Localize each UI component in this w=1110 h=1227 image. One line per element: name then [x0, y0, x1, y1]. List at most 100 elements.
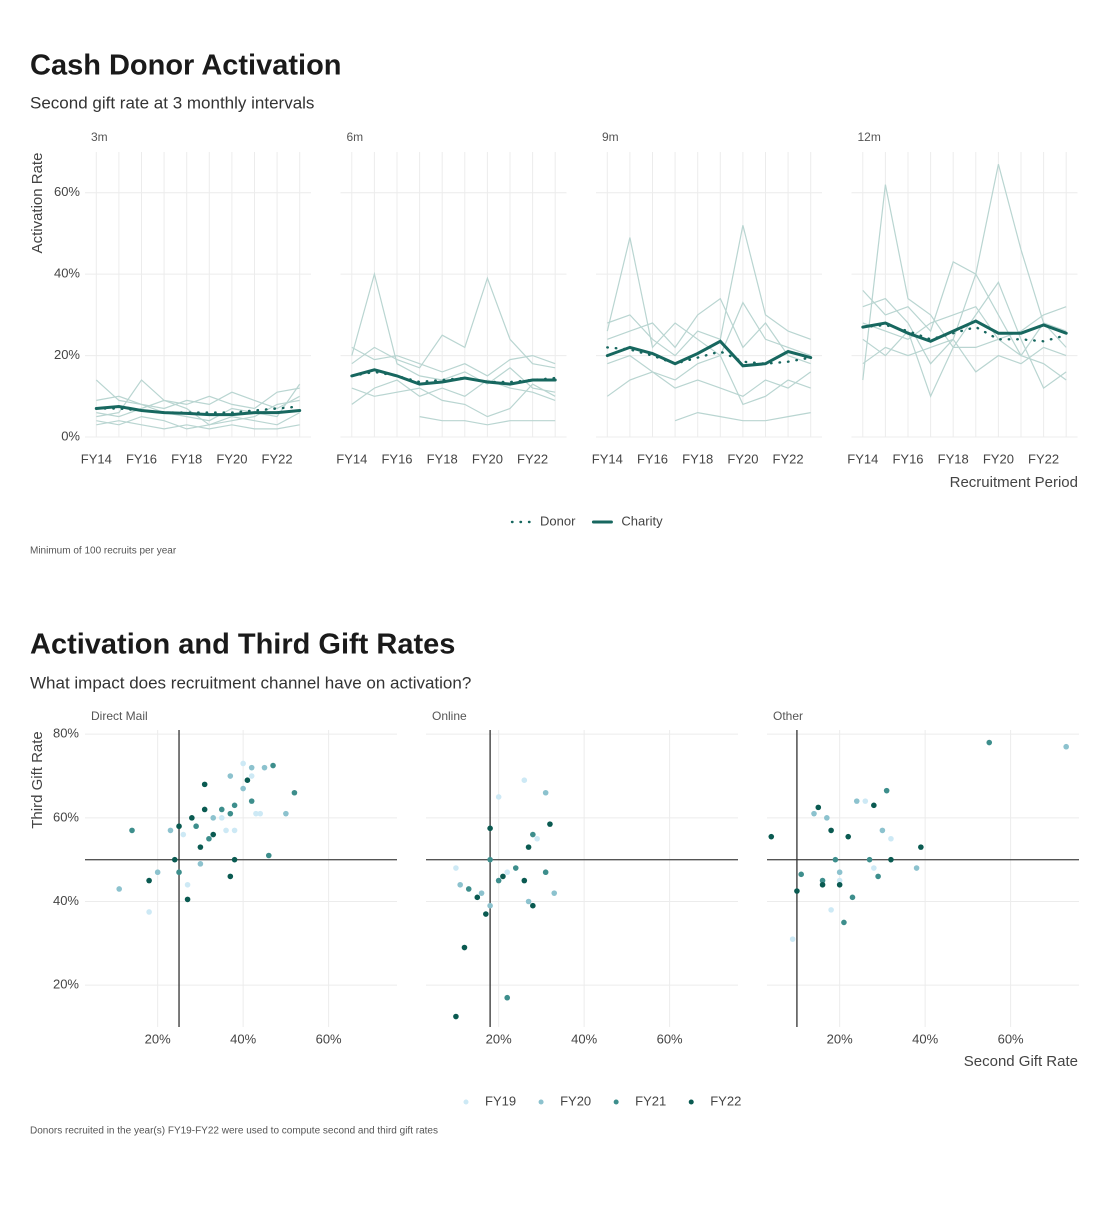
x-tick-label: FY20	[472, 451, 503, 466]
x-tick-label: 40%	[571, 1031, 597, 1046]
facet-label: 3m	[91, 130, 108, 144]
point	[240, 760, 246, 767]
series-line	[94, 404, 302, 417]
point	[913, 865, 920, 871]
point	[836, 869, 843, 876]
point	[828, 827, 834, 834]
y-tick-label: 60%	[53, 809, 79, 824]
point	[819, 877, 826, 884]
x-tick-label: FY18	[171, 451, 202, 466]
charity-line	[96, 391, 300, 410]
point	[547, 821, 553, 827]
point	[270, 762, 276, 769]
point	[815, 804, 822, 811]
point	[210, 831, 217, 838]
point	[849, 894, 856, 901]
series-line	[606, 346, 812, 365]
legend-swatch	[463, 1099, 469, 1105]
x-tick-label: 20%	[486, 1031, 512, 1046]
x-tick-label: FY16	[637, 451, 668, 466]
x-tick-label: FY22	[517, 451, 548, 466]
charity-line	[862, 338, 1067, 373]
point	[862, 798, 869, 804]
point	[167, 827, 174, 834]
x-tick-label: 20%	[145, 1031, 171, 1046]
legend-label: FY22	[710, 1093, 741, 1108]
charity-line	[351, 379, 556, 405]
x-tick-label: FY14	[847, 451, 878, 466]
charity-line	[96, 387, 300, 418]
point	[504, 869, 511, 876]
point	[798, 871, 804, 878]
x-tick-label: FY14	[336, 451, 367, 466]
charity-line	[862, 305, 1067, 341]
caption: Minimum of 100 recruits per year	[30, 546, 177, 557]
charity-line	[862, 261, 1067, 357]
x-tick-label: FY16	[892, 451, 923, 466]
legend-swatch	[538, 1099, 544, 1105]
point	[504, 994, 511, 1001]
point	[525, 898, 532, 905]
point	[465, 886, 472, 892]
point	[512, 865, 519, 871]
facet-label: Direct Mail	[91, 709, 148, 723]
point	[521, 777, 528, 783]
point	[218, 806, 225, 813]
point	[453, 1013, 459, 1020]
point	[888, 835, 894, 842]
y-tick-label: 20%	[53, 977, 79, 992]
charity-line	[607, 354, 811, 406]
legend-label: FY20	[560, 1093, 591, 1108]
point	[461, 944, 468, 951]
point	[457, 881, 463, 888]
point	[248, 798, 255, 804]
point	[206, 835, 212, 842]
point	[231, 856, 238, 863]
point	[189, 815, 195, 821]
point	[836, 881, 843, 888]
point	[231, 827, 238, 834]
y-tick-label: 40%	[54, 266, 80, 281]
point	[530, 902, 536, 909]
caption: Donors recruited in the year(s) FY19-FY2…	[30, 1126, 438, 1137]
x-tick-label: FY14	[81, 451, 112, 466]
point	[218, 815, 225, 821]
x-tick-label: FY22	[1028, 451, 1059, 466]
charity-line	[607, 297, 811, 365]
point	[253, 810, 259, 817]
point	[768, 833, 775, 840]
facet-label: 6m	[347, 130, 364, 144]
point	[811, 810, 817, 817]
point	[257, 810, 264, 817]
point	[248, 764, 255, 771]
x-tick-label: FY18	[427, 451, 458, 466]
legend-label: Charity	[621, 513, 663, 528]
charity-line	[862, 281, 1067, 398]
point	[845, 833, 852, 840]
point	[487, 856, 493, 863]
point	[291, 789, 298, 796]
y-axis-label: Third Gift Rate	[29, 731, 46, 829]
facet-label: Online	[432, 709, 467, 723]
charity-line	[862, 184, 1067, 381]
point	[248, 773, 255, 779]
x-tick-label: FY22	[773, 451, 804, 466]
charity-line	[351, 346, 556, 377]
point	[240, 785, 246, 792]
point	[789, 936, 796, 942]
legend-label: FY19	[485, 1093, 516, 1108]
point	[146, 909, 152, 915]
point	[542, 789, 549, 796]
point	[116, 886, 122, 892]
point	[227, 773, 234, 779]
x-tick-label: FY18	[938, 451, 969, 466]
facet-label: Other	[773, 709, 803, 723]
point	[551, 890, 558, 896]
chart-subtitle: Second gift rate at 3 monthly intervals	[30, 93, 314, 112]
point	[129, 827, 135, 834]
point	[836, 877, 843, 884]
point	[210, 815, 217, 821]
charity-line	[96, 420, 300, 430]
point	[883, 787, 890, 794]
